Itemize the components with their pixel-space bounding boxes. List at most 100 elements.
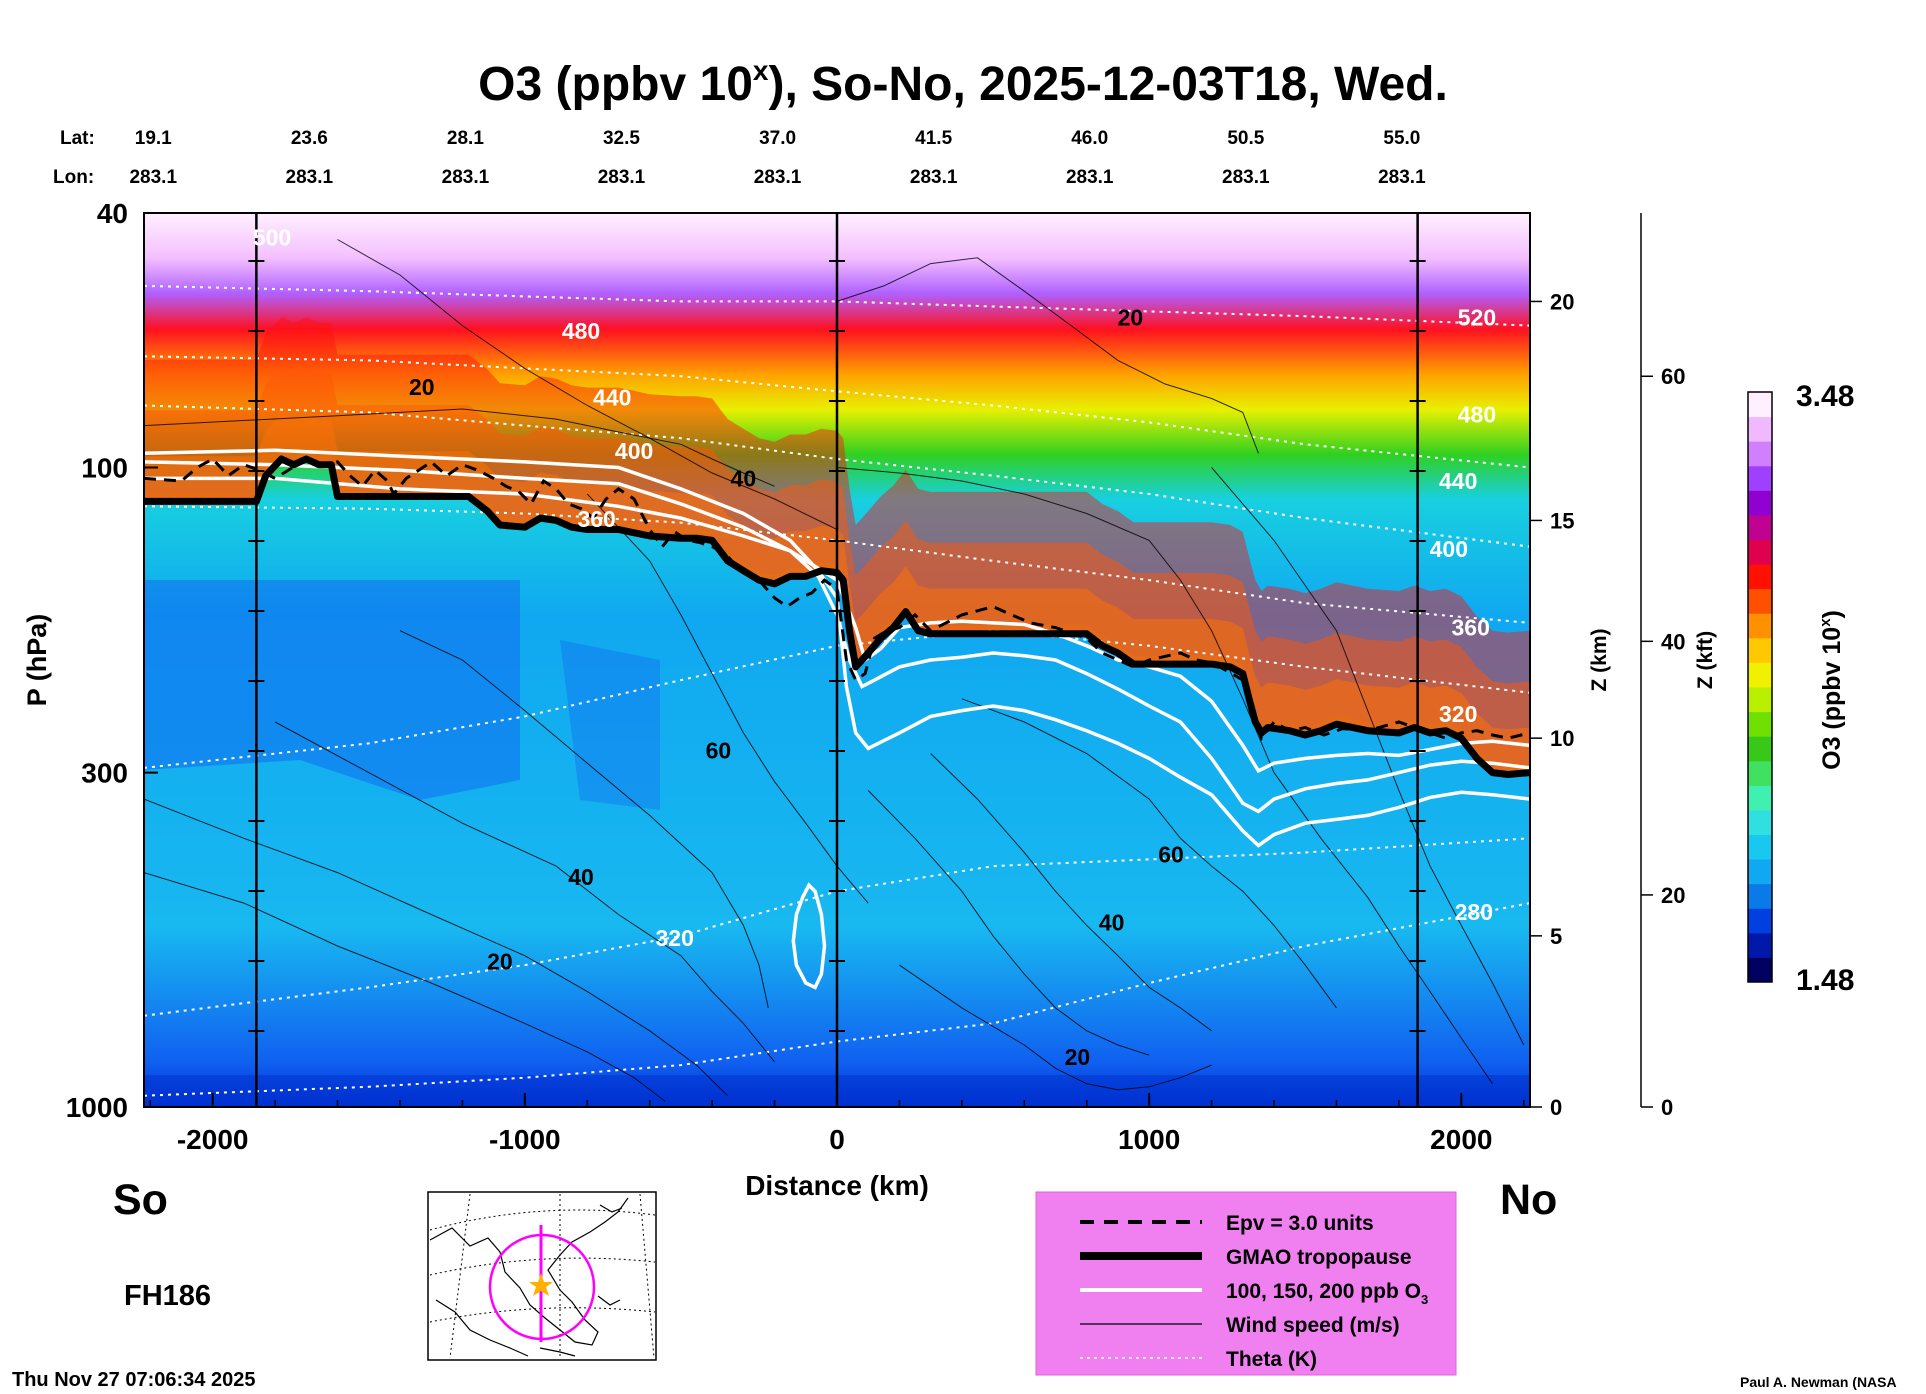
colorbar-swatch (1748, 736, 1772, 762)
center-star-icon (529, 1273, 553, 1296)
legend-label: Theta (K) (1226, 1348, 1317, 1371)
low-ozone-region (560, 640, 660, 810)
station-lat: 23.6 (291, 128, 328, 149)
ozone-contours (144, 448, 1530, 990)
contour-labels: 20 40 60 40 20 20 60 40 20 500 480 440 400 360 320 520 4… (253, 225, 1496, 1070)
z-kft-tick-label: 20 (1661, 883, 1685, 908)
theta-contour (144, 505, 1530, 624)
y-tick-label: 300 (81, 758, 128, 789)
wind-contour (961, 698, 1337, 1009)
colorbar-swatch (1748, 564, 1772, 590)
wind-contour (144, 872, 666, 1102)
colorbar-swatch (1748, 957, 1772, 983)
wind-contour (144, 798, 729, 1097)
wind-contour (399, 630, 769, 1009)
z-kft-tick-label: 40 (1661, 629, 1685, 654)
x-axis-title: Distance (km) (745, 1170, 929, 1201)
y-tick-label: 40 (97, 198, 128, 229)
colorbar-swatch (1748, 859, 1772, 885)
wind-contour-label: 40 (731, 465, 757, 491)
wind-contour-label: 20 (1065, 1044, 1091, 1070)
legend-items: Epv = 3.0 units GMAO tropopause 100, 150, … (1080, 1212, 1428, 1371)
z-kft-tick-label: 60 (1661, 364, 1685, 389)
legend: Epv = 3.0 units GMAO tropopause 100, 150, … (1035, 1191, 1457, 1376)
station-lat: 50.5 (1227, 128, 1264, 149)
z-km-axis-title: Z (km) (1588, 629, 1611, 692)
colorbar-swatch (1748, 416, 1772, 442)
colorbar-swatch (1748, 613, 1772, 639)
station-lon: 283.1 (1222, 167, 1270, 188)
x-tick-label: 2000 (1430, 1124, 1492, 1155)
colorbar-swatch (1748, 908, 1772, 934)
z-km-tick-label: 0 (1550, 1095, 1562, 1120)
low-ozone-region (144, 580, 520, 800)
colorbar-swatch (1748, 637, 1772, 663)
station-header: Lat: Lon: 19.1 283.1 23.6 283.1 28.1 283.1 32.… (53, 128, 1426, 188)
colorbar-swatch (1748, 441, 1772, 467)
axes: -2000 -1000 0 1000 2000 40 100 300 1000 0 5 10 15 20 0… (66, 198, 1686, 1155)
colorbar-swatch (1748, 932, 1772, 958)
theta-contour-label: 280 (1455, 899, 1493, 925)
legend-subscript: 3 (1421, 1292, 1428, 1307)
colorbar-swatch (1748, 834, 1772, 860)
colorbar-swatches (1748, 392, 1772, 983)
station-lon: 283.1 (442, 167, 490, 188)
legend-label: 100, 150, 200 ppb O3 (1226, 1280, 1428, 1307)
wind-contour-label: 20 (1118, 305, 1144, 331)
wind-contour (274, 721, 775, 1063)
wind-speed-contours (144, 239, 1525, 1102)
station-lat: 19.1 (135, 128, 172, 149)
theta-contour (144, 902, 1530, 1097)
theta-contour-label: 500 (253, 225, 291, 251)
ozone-contour (791, 882, 827, 990)
colorbar-swatch (1748, 760, 1772, 786)
y-tick-label: 100 (81, 452, 128, 483)
colorbar: 3.48 1.48 O3 (ppbv 10x) (1747, 380, 1854, 997)
station-lines (248, 213, 1426, 1107)
x-tick-label: 1000 (1118, 1124, 1180, 1155)
colorbar-swatch (1748, 392, 1772, 418)
station-lat: 41.5 (915, 128, 952, 149)
colorbar-title: O3 (ppbv 10x) (1817, 610, 1846, 770)
colorbar-min-label: 1.48 (1796, 964, 1854, 997)
station-lat: 37.0 (759, 128, 796, 149)
wind-contour (899, 964, 1212, 1091)
station-lon: 283.1 (286, 167, 334, 188)
theta-contour-label: 320 (655, 925, 693, 951)
colorbar-swatch (1748, 539, 1772, 565)
legend-label: GMAO tropopause (1226, 1246, 1412, 1269)
theta-contour-label: 440 (1439, 468, 1477, 494)
z-km-tick-label: 10 (1550, 726, 1574, 751)
wind-contour-label: 40 (568, 864, 594, 890)
wind-contour-label: 40 (1099, 910, 1125, 936)
station-lon: 283.1 (129, 167, 177, 188)
wind-contour (867, 790, 1150, 1056)
z-km-tick-label: 15 (1550, 508, 1574, 533)
wind-contour (930, 753, 1212, 1032)
coastline (429, 1197, 629, 1357)
theta-contour-label: 480 (562, 318, 600, 344)
theta-contour-label: 360 (577, 506, 615, 532)
x-tick-label: -1000 (489, 1124, 561, 1155)
colorbar-swatch (1748, 883, 1772, 909)
colorbar-swatch (1748, 785, 1772, 811)
ozone-contour (144, 476, 1530, 774)
map-inset (427, 1191, 657, 1361)
wind-contour-label: 60 (1158, 842, 1184, 868)
z-km-tick-label: 5 (1550, 924, 1562, 949)
colorbar-swatch (1748, 514, 1772, 540)
wind-contour (1273, 772, 1493, 1085)
colorbar-swatch (1748, 711, 1772, 737)
wind-contour-label: 60 (706, 737, 732, 763)
lat-label: Lat: (60, 128, 95, 149)
station-lon: 283.1 (1378, 167, 1426, 188)
z-km-tick-label: 20 (1550, 289, 1574, 314)
ozone-contour (144, 448, 1530, 848)
station-lon: 283.1 (754, 167, 802, 188)
epv-contour (144, 457, 1530, 742)
legend-label: Epv = 3.0 units (1226, 1212, 1374, 1235)
colorbar-frame (1747, 391, 1773, 983)
ozone-contour (144, 460, 1530, 814)
station-lat: 32.5 (603, 128, 640, 149)
theta-contour-label: 400 (615, 438, 653, 464)
